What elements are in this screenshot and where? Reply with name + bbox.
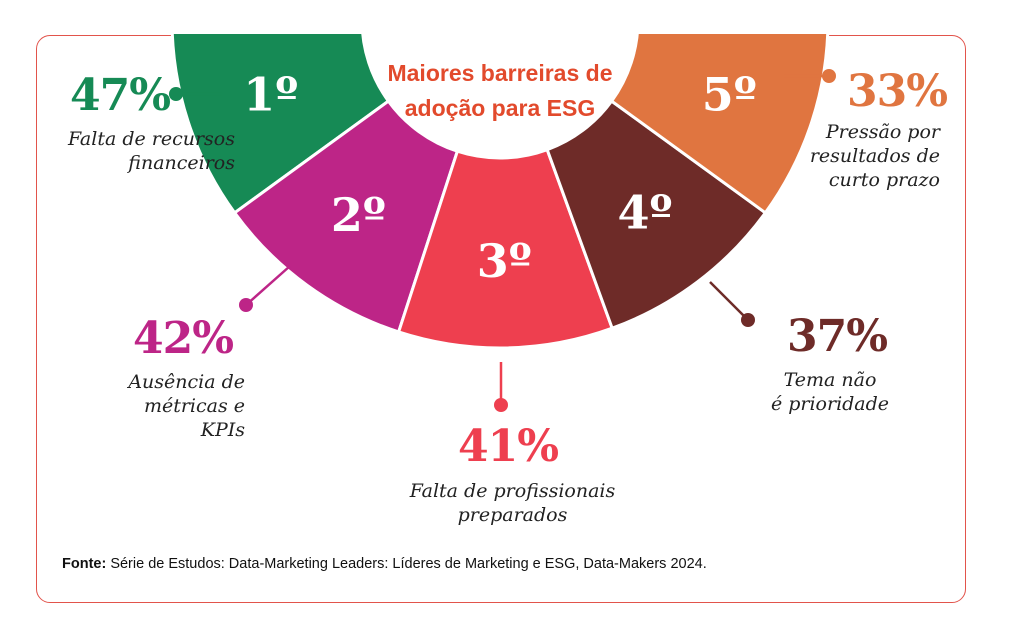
leader-dot-1 bbox=[169, 87, 183, 101]
category-label-3: Falta de profissionais preparados bbox=[409, 480, 616, 526]
value-label-1: 47% bbox=[70, 70, 171, 121]
rank-label-1: 1º bbox=[243, 67, 298, 121]
value-label-2: 42% bbox=[133, 313, 234, 364]
leader-line-4 bbox=[709, 281, 749, 321]
donut-segment-3 bbox=[396, 147, 615, 350]
top-mask bbox=[0, 0, 1024, 34]
rank-label-3: 3º bbox=[477, 234, 532, 288]
donut-segment-2 bbox=[232, 99, 460, 334]
leader-line-2 bbox=[245, 265, 291, 306]
value-label-3: 41% bbox=[458, 421, 559, 472]
source-prefix: Fonte: bbox=[62, 556, 107, 572]
category-label-1: Falta de recursos financeiros bbox=[68, 128, 235, 174]
rank-label-2: 2º bbox=[331, 188, 386, 242]
rank-label-4: 4º bbox=[618, 185, 673, 239]
source-note: Fonte: Série de Estudos: Data-Marketing … bbox=[62, 556, 707, 572]
chart-title: Maiores barreiras de adoção para ESG bbox=[387, 60, 613, 121]
rank-label-5: 5º bbox=[702, 67, 757, 121]
leader-dot-4 bbox=[741, 313, 755, 327]
source-text: Série de Estudos: Data-Marketing Leaders… bbox=[106, 556, 707, 572]
category-label-2: Ausência de métricas e KPIs bbox=[128, 371, 245, 441]
leader-dot-3 bbox=[494, 398, 508, 412]
donut-segment-1 bbox=[170, 18, 391, 215]
category-label-5: Pressão por resultados de curto prazo bbox=[809, 121, 940, 191]
value-label-5: 33% bbox=[847, 66, 948, 117]
leader-dot-2 bbox=[239, 298, 253, 312]
value-label-4: 37% bbox=[787, 311, 888, 362]
category-label-4: Tema não é prioridade bbox=[770, 369, 890, 415]
leader-dot-5 bbox=[822, 69, 836, 83]
